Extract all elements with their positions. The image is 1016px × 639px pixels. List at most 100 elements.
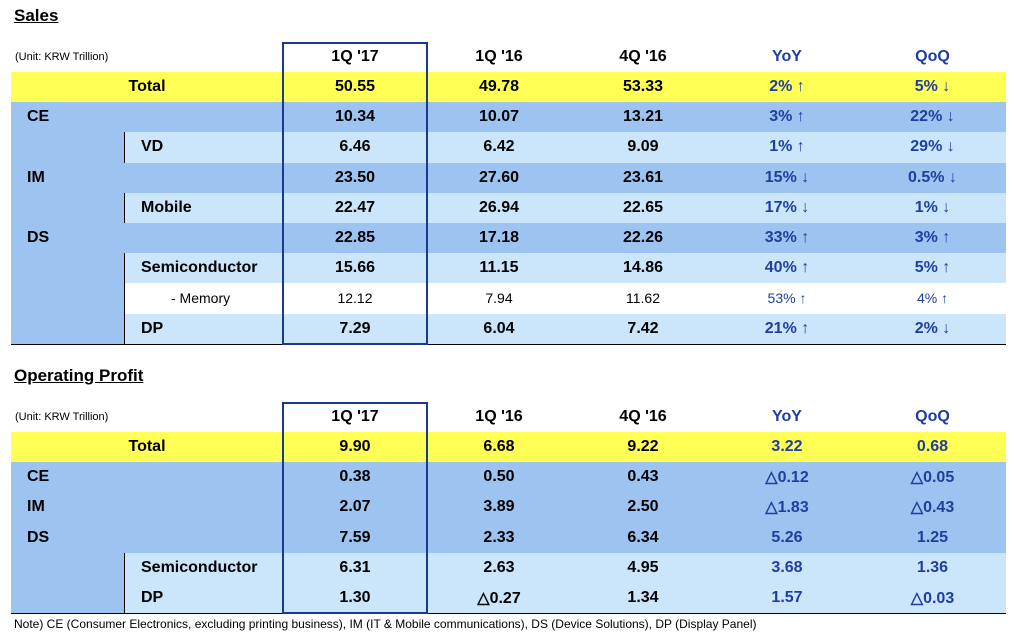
value-cell: 2.33 — [483, 528, 515, 546]
value-cell: 7.59 — [339, 528, 371, 546]
divider — [11, 343, 1006, 345]
value-cell: 0.50 — [483, 468, 515, 486]
value-cell: 2.07 — [339, 498, 371, 516]
indent-divider — [124, 583, 125, 614]
row-background — [11, 223, 1006, 254]
value-cell: 13.21 — [622, 108, 664, 126]
value-cell: 22.47 — [334, 198, 376, 216]
value-cell: △0.12 — [765, 469, 809, 487]
indent-divider — [124, 192, 125, 223]
table-row: Total 9.90 6.68 9.22 3.22 0.68 — [11, 432, 1006, 463]
row-indent — [11, 583, 124, 614]
value-cell: 1% ↑ — [769, 138, 805, 156]
row-label: IM — [27, 498, 45, 516]
value-cell: 6.04 — [483, 319, 515, 337]
row-label: DS — [27, 528, 50, 546]
value-cell: △0.05 — [910, 469, 955, 487]
table-row: Total 50.55 49.78 53.33 2% ↑ 5% ↓ — [11, 72, 1006, 103]
row-background — [11, 432, 1006, 463]
table-row: IM 23.50 27.60 23.61 15% ↓ 0.5% ↓ — [11, 162, 1006, 193]
value-cell: 14.86 — [622, 259, 664, 277]
column-header: 1Q '16 — [475, 48, 523, 65]
row-indent — [11, 192, 124, 223]
table-row: DS 22.85 17.18 22.26 33% ↑ 3% ↑ — [11, 223, 1006, 254]
column-header: 1Q '17 — [331, 408, 379, 425]
value-cell: 0.5% ↓ — [908, 168, 957, 186]
row-label: Semiconductor — [141, 259, 258, 277]
table-row: DP 1.30 △0.27 1.34 1.57 △0.03 — [11, 583, 1006, 614]
operating-profit-title: Operating Profit — [14, 366, 144, 385]
value-cell: 22.65 — [622, 198, 664, 216]
indent-divider — [124, 313, 125, 344]
value-cell: 1.57 — [771, 589, 803, 607]
value-cell: 40% ↑ — [764, 259, 810, 277]
row-label: DS — [27, 229, 50, 247]
value-cell: 5% ↑ — [914, 259, 951, 277]
indent-divider — [124, 253, 125, 284]
column-header: QoQ — [915, 408, 950, 425]
value-cell: 5% ↓ — [914, 78, 951, 96]
value-cell: 0.43 — [627, 468, 659, 486]
footnote: Note) CE (Consumer Electronics, excludin… — [14, 617, 757, 631]
value-cell: 5.26 — [771, 528, 803, 546]
value-cell: 33% ↑ — [764, 229, 810, 247]
row-background — [124, 313, 1006, 344]
table-row: CE 0.38 0.50 0.43 △0.12 △0.05 — [11, 462, 1006, 493]
column-header: 1Q '16 — [475, 408, 523, 425]
value-cell: 50.55 — [334, 78, 376, 96]
value-cell: 1.36 — [916, 558, 949, 576]
value-cell: 27.60 — [478, 168, 520, 186]
value-cell: △0.43 — [910, 499, 955, 517]
row-label: Semiconductor — [141, 558, 258, 576]
value-cell: 0.68 — [916, 438, 949, 456]
value-cell: 10.07 — [478, 108, 520, 126]
value-cell: 10.34 — [334, 108, 376, 126]
table-row: IM 2.07 3.89 2.50 △1.83 △0.43 — [11, 492, 1006, 523]
value-cell: 2.50 — [627, 498, 659, 516]
value-cell: 6.46 — [339, 138, 371, 156]
value-cell: 12.12 — [337, 290, 373, 307]
value-cell: 22.26 — [622, 229, 664, 247]
row-label: Total — [128, 78, 166, 96]
table-row: DS 7.59 2.33 6.34 5.26 1.25 — [11, 522, 1006, 553]
value-cell: 9.90 — [339, 438, 371, 456]
row-background — [11, 162, 1006, 193]
row-background — [11, 522, 1006, 553]
table-row: Mobile 22.47 26.94 22.65 17% ↓ 1% ↓ — [11, 192, 1006, 223]
divider — [11, 613, 1006, 615]
value-cell: 6.31 — [339, 558, 371, 576]
column-header: YoY — [772, 408, 802, 425]
row-label: DP — [141, 589, 164, 607]
row-label: CE — [27, 108, 50, 126]
column-header: QoQ — [915, 48, 950, 65]
value-cell: 7.42 — [627, 319, 659, 337]
value-cell: 21% ↑ — [764, 319, 810, 337]
value-cell: △0.03 — [910, 590, 955, 608]
value-cell: 23.50 — [334, 168, 376, 186]
column-header: 4Q '16 — [619, 408, 667, 425]
value-cell: 3.22 — [771, 438, 803, 456]
sales-title: Sales — [14, 6, 59, 25]
value-cell: 6.34 — [627, 528, 659, 546]
row-background — [124, 192, 1006, 223]
value-cell: 3.68 — [771, 558, 803, 576]
row-indent — [11, 253, 124, 284]
value-cell: 29% ↓ — [910, 138, 955, 156]
header-row: (Unit: KRW Trillion) 1Q '17 1Q '16 4Q '16 Yo… — [11, 402, 1006, 432]
value-cell: 53% ↑ — [767, 290, 807, 307]
value-cell: △1.83 — [765, 499, 809, 517]
value-cell: 4.95 — [627, 558, 659, 576]
table-row: Semiconductor 15.66 11.15 14.86 40% ↑ 5% ↑ — [11, 253, 1006, 284]
value-cell: 17% ↓ — [764, 198, 810, 216]
row-background — [124, 283, 1006, 314]
row-indent — [11, 313, 124, 344]
value-cell: 9.09 — [627, 138, 659, 156]
value-cell: 7.29 — [339, 319, 371, 337]
value-cell: 7.94 — [485, 290, 513, 307]
value-cell: 1.25 — [916, 528, 949, 546]
column-header: 1Q '17 — [331, 48, 379, 65]
value-cell: 2% ↓ — [914, 319, 951, 337]
row-label: - Memory — [171, 290, 231, 307]
indent-divider — [124, 283, 125, 314]
value-cell: 2% ↑ — [769, 78, 805, 96]
